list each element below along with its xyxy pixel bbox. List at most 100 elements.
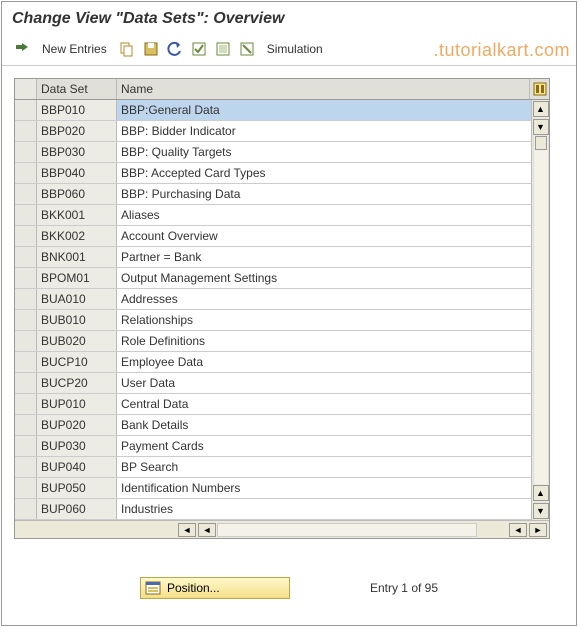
save-var-icon[interactable] [141, 39, 161, 59]
cell-name[interactable]: Bank Details [117, 415, 531, 435]
row-selector[interactable] [15, 142, 37, 162]
cell-name[interactable]: Identification Numbers [117, 478, 531, 498]
copy-icon[interactable] [117, 39, 137, 59]
hscroll-right-icon[interactable]: ◄ [509, 523, 527, 537]
scroll-down-icon[interactable]: ▲ [533, 485, 549, 501]
cell-data-set[interactable]: BUP020 [37, 415, 117, 435]
cell-data-set[interactable]: BUB020 [37, 331, 117, 351]
cell-name[interactable]: Account Overview [117, 226, 531, 246]
table-row[interactable]: BNK001Partner = Bank [15, 247, 531, 268]
cell-data-set[interactable]: BUB010 [37, 310, 117, 330]
table-row[interactable]: BKK002Account Overview [15, 226, 531, 247]
table-row[interactable]: BBP020BBP: Bidder Indicator [15, 121, 531, 142]
row-selector[interactable] [15, 394, 37, 414]
vertical-scrollbar[interactable]: ▲ ▼ ▲ ▼ [531, 100, 549, 520]
cell-name[interactable]: Industries [117, 499, 531, 519]
cell-data-set[interactable]: BUP030 [37, 436, 117, 456]
cell-name[interactable]: Payment Cards [117, 436, 531, 456]
row-selector[interactable] [15, 226, 37, 246]
row-selector[interactable] [15, 352, 37, 372]
cell-name[interactable]: BBP:General Data [117, 100, 531, 120]
scroll-track[interactable] [533, 136, 549, 484]
table-row[interactable]: BUP040BP Search [15, 457, 531, 478]
table-row[interactable]: BUB020Role Definitions [15, 331, 531, 352]
scroll-thumb[interactable] [535, 136, 547, 150]
row-selector[interactable] [15, 163, 37, 183]
table-row[interactable]: BBP060BBP: Purchasing Data [15, 184, 531, 205]
header-name[interactable]: Name [117, 79, 529, 99]
position-button[interactable]: Position... [140, 577, 290, 599]
row-selector[interactable] [15, 415, 37, 435]
table-row[interactable]: BBP030BBP: Quality Targets [15, 142, 531, 163]
row-selector[interactable] [15, 247, 37, 267]
cell-data-set[interactable]: BUCP20 [37, 373, 117, 393]
hscroll-first-icon[interactable]: ◄ [178, 523, 196, 537]
cell-data-set[interactable]: BUCP10 [37, 352, 117, 372]
cell-name[interactable]: BBP: Purchasing Data [117, 184, 531, 204]
row-selector[interactable] [15, 436, 37, 456]
table-row[interactable]: BBP040BBP: Accepted Card Types [15, 163, 531, 184]
hscroll-left-icon[interactable]: ◄ [198, 523, 216, 537]
cell-data-set[interactable]: BBP060 [37, 184, 117, 204]
cell-name[interactable]: BBP: Quality Targets [117, 142, 531, 162]
hscroll-track[interactable] [217, 523, 477, 537]
table-row[interactable]: BUP060Industries [15, 499, 531, 520]
cell-name[interactable]: Role Definitions [117, 331, 531, 351]
table-row[interactable]: BUA010Addresses [15, 289, 531, 310]
select-all-icon[interactable] [189, 39, 209, 59]
table-row[interactable]: BUP050Identification Numbers [15, 478, 531, 499]
simulation-button[interactable]: Simulation [261, 40, 329, 58]
cell-data-set[interactable]: BUP060 [37, 499, 117, 519]
cell-name[interactable]: Addresses [117, 289, 531, 309]
cell-data-set[interactable]: BUP050 [37, 478, 117, 498]
cell-data-set[interactable]: BNK001 [37, 247, 117, 267]
table-row[interactable]: BUP020Bank Details [15, 415, 531, 436]
table-row[interactable]: BKK001Aliases [15, 205, 531, 226]
row-selector[interactable] [15, 373, 37, 393]
row-selector[interactable] [15, 478, 37, 498]
cell-name[interactable]: BBP: Accepted Card Types [117, 163, 531, 183]
row-selector[interactable] [15, 205, 37, 225]
cell-name[interactable]: BP Search [117, 457, 531, 477]
cell-data-set[interactable]: BBP020 [37, 121, 117, 141]
row-selector[interactable] [15, 100, 37, 120]
cell-name[interactable]: User Data [117, 373, 531, 393]
cell-data-set[interactable]: BKK001 [37, 205, 117, 225]
row-selector[interactable] [15, 457, 37, 477]
horizontal-scrollbar[interactable]: ◄ ◄ ◄ ► [15, 520, 549, 538]
undo-icon[interactable] [165, 39, 185, 59]
cell-name[interactable]: Output Management Settings [117, 268, 531, 288]
new-entries-button[interactable]: New Entries [36, 40, 113, 58]
cell-name[interactable]: Relationships [117, 310, 531, 330]
hscroll-last-icon[interactable]: ► [529, 523, 547, 537]
cell-data-set[interactable]: BBP030 [37, 142, 117, 162]
cell-data-set[interactable]: BPOM01 [37, 268, 117, 288]
row-selector[interactable] [15, 310, 37, 330]
scroll-top-icon[interactable]: ▲ [533, 101, 549, 117]
cell-name[interactable]: Partner = Bank [117, 247, 531, 267]
cell-data-set[interactable]: BUP010 [37, 394, 117, 414]
row-selector[interactable] [15, 331, 37, 351]
row-selector[interactable] [15, 289, 37, 309]
cell-data-set[interactable]: BBP040 [37, 163, 117, 183]
scroll-bottom-icon[interactable]: ▼ [533, 503, 549, 519]
cell-name[interactable]: Employee Data [117, 352, 531, 372]
cell-data-set[interactable]: BUP040 [37, 457, 117, 477]
deselect-all-icon[interactable] [237, 39, 257, 59]
table-row[interactable]: BUCP20User Data [15, 373, 531, 394]
expand-toggle-icon[interactable] [12, 39, 32, 59]
table-row[interactable]: BBP010BBP:General Data [15, 100, 531, 121]
cell-name[interactable]: Central Data [117, 394, 531, 414]
cell-data-set[interactable]: BKK002 [37, 226, 117, 246]
row-selector[interactable] [15, 268, 37, 288]
row-selector[interactable] [15, 121, 37, 141]
row-selector[interactable] [15, 499, 37, 519]
scroll-up-icon[interactable]: ▼ [533, 119, 549, 135]
cell-name[interactable]: Aliases [117, 205, 531, 225]
cell-data-set[interactable]: BBP010 [37, 100, 117, 120]
cell-name[interactable]: BBP: Bidder Indicator [117, 121, 531, 141]
table-row[interactable]: BUB010Relationships [15, 310, 531, 331]
configure-columns-icon[interactable] [529, 79, 549, 99]
row-selector[interactable] [15, 184, 37, 204]
table-row[interactable]: BUP010Central Data [15, 394, 531, 415]
